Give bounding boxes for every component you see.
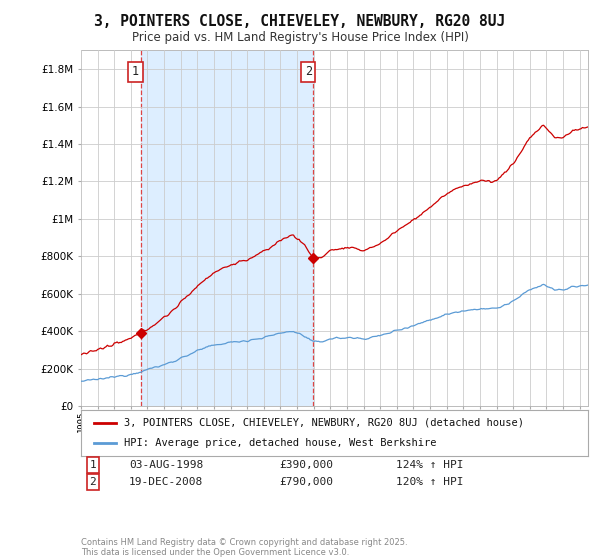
Text: 120% ↑ HPI: 120% ↑ HPI [396,477,464,487]
Text: 1: 1 [89,460,97,470]
Text: 19-DEC-2008: 19-DEC-2008 [129,477,203,487]
Text: 3, POINTERS CLOSE, CHIEVELEY, NEWBURY, RG20 8UJ: 3, POINTERS CLOSE, CHIEVELEY, NEWBURY, R… [94,14,506,29]
Text: 2: 2 [89,477,97,487]
Text: Price paid vs. HM Land Registry's House Price Index (HPI): Price paid vs. HM Land Registry's House … [131,31,469,44]
Text: Contains HM Land Registry data © Crown copyright and database right 2025.
This d: Contains HM Land Registry data © Crown c… [81,538,407,557]
Text: £790,000: £790,000 [279,477,333,487]
Text: £390,000: £390,000 [279,460,333,470]
Text: 3, POINTERS CLOSE, CHIEVELEY, NEWBURY, RG20 8UJ (detached house): 3, POINTERS CLOSE, CHIEVELEY, NEWBURY, R… [124,418,524,428]
Text: 124% ↑ HPI: 124% ↑ HPI [396,460,464,470]
Text: 1: 1 [132,66,139,78]
Text: HPI: Average price, detached house, West Berkshire: HPI: Average price, detached house, West… [124,438,437,449]
Text: 03-AUG-1998: 03-AUG-1998 [129,460,203,470]
Bar [140,50,313,406]
Text: 2: 2 [305,66,312,78]
